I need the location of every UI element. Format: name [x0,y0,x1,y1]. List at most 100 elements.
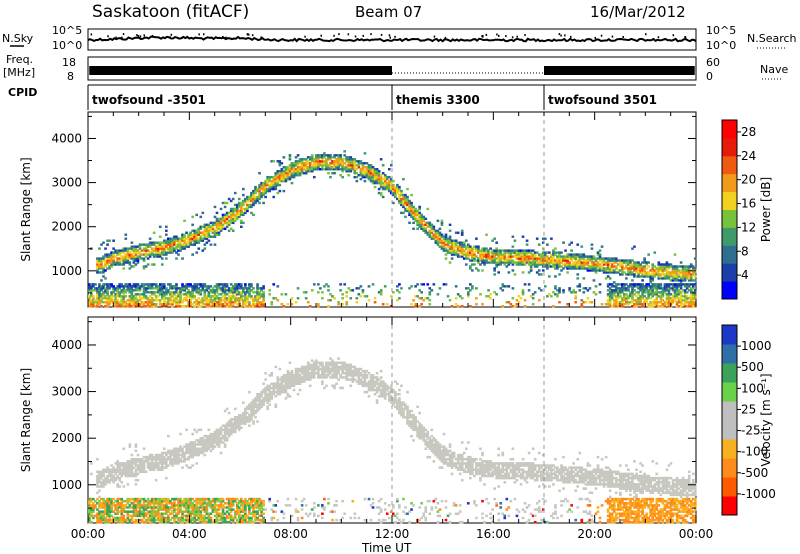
power-cell [458,241,462,244]
power-cell [418,215,421,219]
power-cell [618,263,622,266]
velocity-cell [98,514,101,518]
power-cell [221,287,225,290]
power-cell [529,253,533,256]
velocity-cell [177,449,180,453]
power-cell [146,245,150,248]
power-cell [588,257,592,260]
power-cell [582,259,586,262]
power-cell [665,299,669,302]
power-cell [566,267,569,270]
power-cell [160,257,164,260]
velocity-cell [191,445,194,448]
velocity-cell [177,455,180,459]
power-cell [564,257,567,260]
power-cell [414,295,417,298]
power-cell [448,239,452,242]
power-cell [489,247,492,250]
power-cell [509,253,513,256]
power-cell [608,303,612,306]
power-cell [96,259,99,262]
power-cell [539,263,543,266]
power-cell [114,255,117,258]
power-cell [515,253,519,256]
power-cell [325,283,328,286]
velocity-cell [140,497,144,501]
velocity-cell [102,478,105,482]
velocity-cell [120,516,124,520]
velocity-cell [122,504,126,507]
power-cell [592,267,596,270]
power-cell [369,164,373,167]
velocity-cell [134,497,138,501]
power-cell [649,305,653,308]
power-cell [493,253,496,256]
power-cell [633,265,636,268]
power-cell [233,213,237,217]
velocity-cell [114,476,117,480]
power-cell [586,257,590,260]
velocity-cell [140,470,144,474]
power-cell [681,267,685,270]
power-cell [325,162,328,165]
power-cell [258,303,261,306]
power-cell [349,156,353,159]
velocity-cell [88,512,91,516]
power-cell [438,239,442,242]
power-cell [377,179,381,183]
velocity-cell [142,462,146,465]
power-cell [618,291,622,294]
power-cell [100,271,103,274]
power-cell [235,303,239,306]
velocity-cell [134,468,138,471]
power-cell [223,285,227,288]
power-cell [308,162,312,165]
power-cell [193,287,197,290]
power-cell [225,215,229,219]
velocity-cell [110,464,113,467]
power-cell [132,247,136,250]
power-cell [207,235,211,238]
power-cell [282,175,286,179]
power-cell [570,267,573,270]
power-cell [244,299,247,302]
power-cell [527,251,531,254]
power-cell [237,303,241,306]
velocity-cell [128,470,132,474]
power-cell [128,257,132,260]
power-cell [568,257,571,260]
velocity-cell [128,472,132,476]
search-noise-point [181,37,183,39]
power-cell [483,253,486,256]
power-cell [669,265,673,268]
power-cell [689,275,693,278]
velocity-cell [118,516,122,520]
velocity-cell [126,472,130,476]
power-cell [165,229,168,232]
power-cell [215,291,219,294]
power-cell [625,277,628,280]
power-cell [661,273,665,276]
power-cell [590,257,594,260]
power-cell [274,175,278,179]
power-cell [252,301,255,304]
power-cell [284,170,288,173]
power-cell [621,291,624,294]
search-noise-point [570,35,572,38]
velocity-cell [146,466,150,469]
velocity-cell [189,453,192,457]
power-cell [424,229,428,232]
power-cell [96,265,99,268]
power-cell [359,160,363,163]
power-cell [171,243,174,246]
power-cell [189,293,192,296]
power-cell [596,265,600,268]
power-cell [260,295,263,298]
power-cell [381,172,385,175]
velocity-cell [195,447,199,450]
velocity-cell [189,514,192,518]
velocity-cell [183,445,186,448]
power-cell [663,285,667,288]
velocity-cell [90,508,93,511]
power-cell [280,162,284,165]
